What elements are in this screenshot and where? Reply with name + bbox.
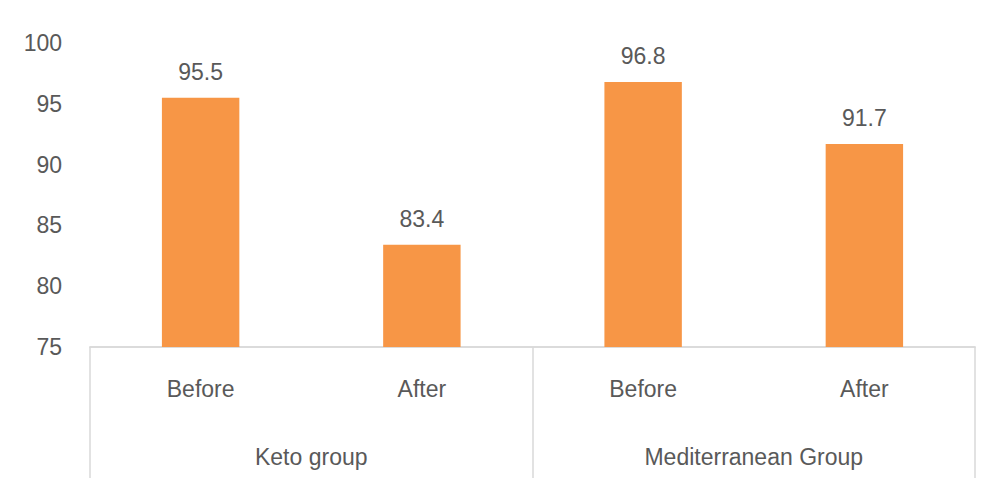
svg-text:Before: Before xyxy=(609,376,677,402)
svg-text:90: 90 xyxy=(36,152,62,178)
svg-text:80: 80 xyxy=(36,273,62,299)
svg-text:95.5: 95.5 xyxy=(178,59,223,85)
svg-text:96.8: 96.8 xyxy=(621,43,666,69)
svg-text:83.4: 83.4 xyxy=(399,206,444,232)
svg-text:After: After xyxy=(398,376,447,402)
svg-text:91.7: 91.7 xyxy=(842,105,887,131)
svg-text:Keto group: Keto group xyxy=(255,444,368,470)
svg-text:After: After xyxy=(840,376,889,402)
svg-text:95: 95 xyxy=(36,91,62,117)
svg-text:Mediterranean Group: Mediterranean Group xyxy=(644,444,863,470)
svg-text:100: 100 xyxy=(24,30,62,56)
svg-text:85: 85 xyxy=(36,212,62,238)
svg-text:75: 75 xyxy=(36,334,62,360)
svg-text:Before: Before xyxy=(167,376,235,402)
